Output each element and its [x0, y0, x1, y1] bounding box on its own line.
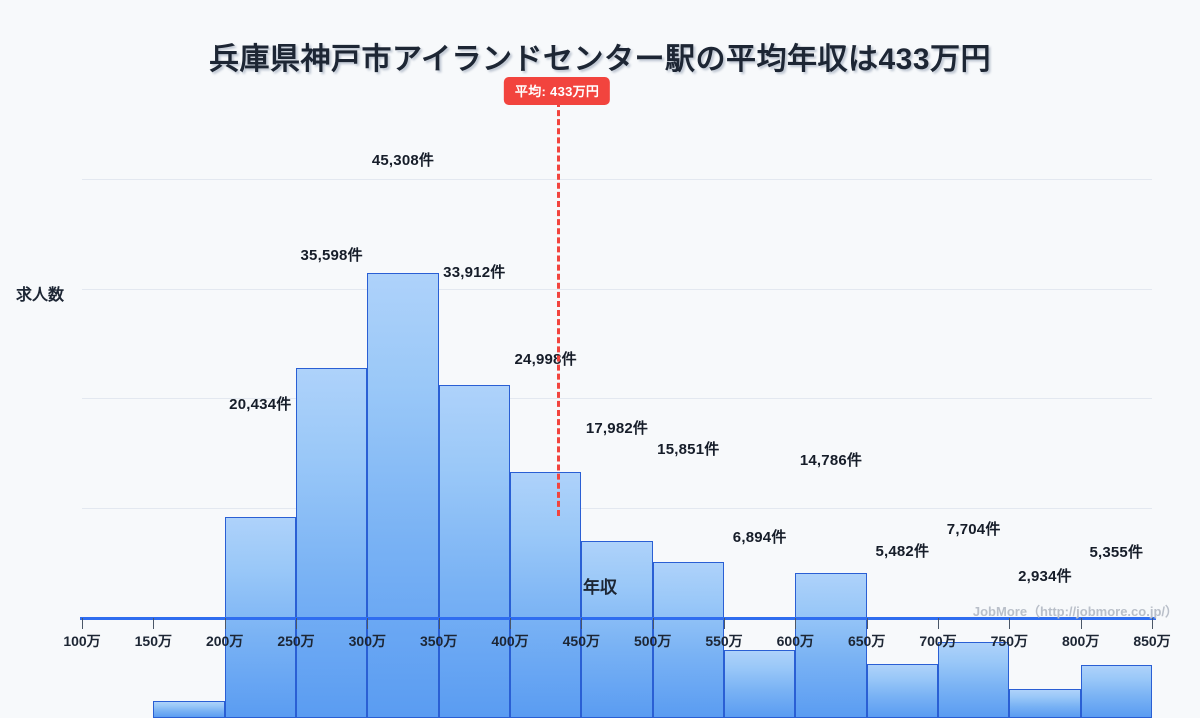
gridline-3 — [82, 179, 1152, 181]
x-tick-label: 350万 — [419, 633, 458, 649]
x-tick — [153, 618, 155, 629]
bar-value-label: 35,598件 — [300, 247, 363, 265]
bar[interactable] — [724, 650, 796, 718]
x-tick — [652, 618, 654, 629]
x-axis-line — [80, 617, 1156, 620]
plot-area: 20,434件 35,598件 45,308件 33,912件 24,998件 17,98… — [63, 77, 1171, 718]
bar[interactable] — [1080, 665, 1152, 718]
average-badge: 平均: 433万円 — [503, 77, 611, 105]
x-tick-label: 850万 — [1133, 633, 1171, 649]
bar-value-label: 17,982件 — [585, 420, 649, 438]
gridline-0 — [82, 507, 1152, 509]
x-tick-label: 750万 — [990, 633, 1029, 649]
x-tick — [82, 618, 83, 629]
bar-value-label: 24,998件 — [514, 351, 577, 369]
x-tick — [581, 618, 583, 629]
gridline-1 — [82, 398, 1152, 400]
average-line — [557, 101, 561, 516]
x-tick-label: 550万 — [705, 633, 743, 649]
bar-value-label: 20,434件 — [229, 396, 292, 414]
x-tick-label: 800万 — [1061, 633, 1100, 649]
bar-series: 20,434件 35,598件 45,308件 33,912件 24,998件 17,98… — [82, 101, 1152, 718]
bar[interactable] — [938, 642, 1010, 718]
bar-value-label: 14,786件 — [799, 451, 863, 469]
bar-value-label: 45,308件 — [371, 151, 435, 169]
x-tick — [510, 618, 511, 629]
x-tick — [296, 618, 297, 629]
bar-value-label: 2,934件 — [1018, 568, 1072, 586]
x-tick-label: 250万 — [277, 633, 315, 649]
x-tick — [367, 618, 369, 629]
bar-value-label: 33,912件 — [443, 263, 506, 281]
x-tick — [1152, 618, 1153, 629]
x-tick-label: 450万 — [562, 633, 601, 649]
x-tick — [866, 618, 868, 629]
x-axis-label: 年収 — [583, 578, 617, 597]
x-tick-label: 300万 — [348, 633, 387, 649]
bar-value-label: 5,355件 — [1089, 544, 1144, 562]
x-tick-label: 200万 — [205, 633, 244, 649]
chart-canvas: 兵庫県神戸市アイランドセンター駅の平均年収は433万円 求人数 20,434件 3… — [16, 43, 1178, 718]
bar[interactable] — [296, 368, 368, 718]
footer-attribution: JobMore（http://jobmore.co.jp/） — [972, 604, 1178, 619]
x-tick-label: 400万 — [491, 633, 529, 649]
x-tick — [224, 618, 226, 629]
y-axis-label: 求人数 — [16, 287, 65, 304]
x-tick — [1009, 618, 1011, 629]
page-title: 兵庫県神戸市アイランドセンター駅の平均年収は433万円 — [208, 43, 992, 76]
bar[interactable] — [153, 700, 225, 718]
x-tick-label: 600万 — [776, 633, 815, 649]
x-tick — [795, 618, 797, 629]
x-tick-label: 150万 — [134, 633, 173, 649]
x-tick-label: 500万 — [633, 633, 672, 649]
x-tick — [1080, 618, 1082, 629]
x-tick — [724, 618, 725, 629]
bar-value-label: 15,851件 — [657, 441, 720, 459]
x-tick-label: 100万 — [63, 633, 101, 649]
bar[interactable] — [1009, 689, 1081, 718]
bar-value-label: 6,894件 — [732, 529, 787, 547]
x-tick — [438, 618, 440, 629]
bar[interactable] — [367, 272, 439, 718]
bar-value-label: 7,704件 — [946, 521, 1001, 539]
bar[interactable] — [866, 664, 938, 718]
x-tick-label: 700万 — [919, 633, 957, 649]
x-tick-label: 650万 — [847, 633, 886, 649]
gridline-2 — [82, 288, 1152, 290]
x-tick — [938, 618, 939, 629]
bar-value-label: 5,482件 — [875, 543, 930, 561]
bar[interactable] — [438, 384, 510, 718]
